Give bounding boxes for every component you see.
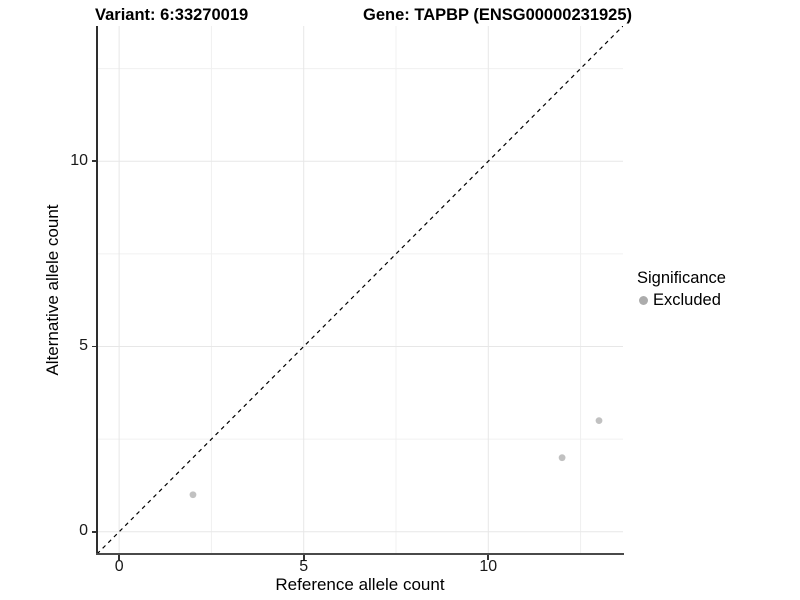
legend-entry-label: Excluded <box>653 291 721 309</box>
legend-entry-excluded: Excluded <box>637 291 726 310</box>
data-point <box>558 454 566 462</box>
x-tick-label: 10 <box>479 558 498 575</box>
y-tick-label: 5 <box>79 337 88 354</box>
x-axis-title: Reference allele count <box>275 575 445 594</box>
y-axis-title: Alternative allele count <box>43 204 62 376</box>
y-tick-mark <box>91 345 96 348</box>
data-point <box>189 491 197 499</box>
x-tick-mark <box>487 555 490 560</box>
plot-title-variant: Variant: 6:33270019 <box>95 6 249 24</box>
legend-title: Significance <box>637 269 726 287</box>
plot-panel <box>97 26 623 554</box>
y-tick-mark <box>91 160 96 163</box>
x-tick-mark <box>118 555 120 560</box>
data-point <box>595 417 603 425</box>
x-axis-line <box>96 553 624 555</box>
y-tick-label: 10 <box>70 151 88 169</box>
y-tick-mark <box>91 530 96 533</box>
x-tick-label: 0 <box>114 558 124 575</box>
plot-title-gene: Gene: TAPBP (ENSG00000231925) <box>363 6 633 24</box>
y-tick-label: 0 <box>79 522 88 540</box>
y-axis-line <box>96 26 98 555</box>
legend: Significance Excluded <box>637 269 726 310</box>
identity-dashed-line <box>97 26 623 554</box>
x-tick-label: 5 <box>299 558 309 575</box>
legend-marker-dot-icon <box>639 296 648 305</box>
x-tick-mark <box>302 555 305 560</box>
